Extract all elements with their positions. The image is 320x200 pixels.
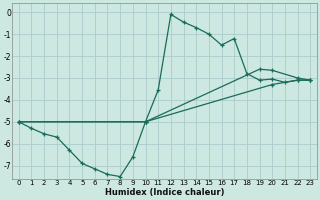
X-axis label: Humidex (Indice chaleur): Humidex (Indice chaleur) bbox=[105, 188, 224, 197]
